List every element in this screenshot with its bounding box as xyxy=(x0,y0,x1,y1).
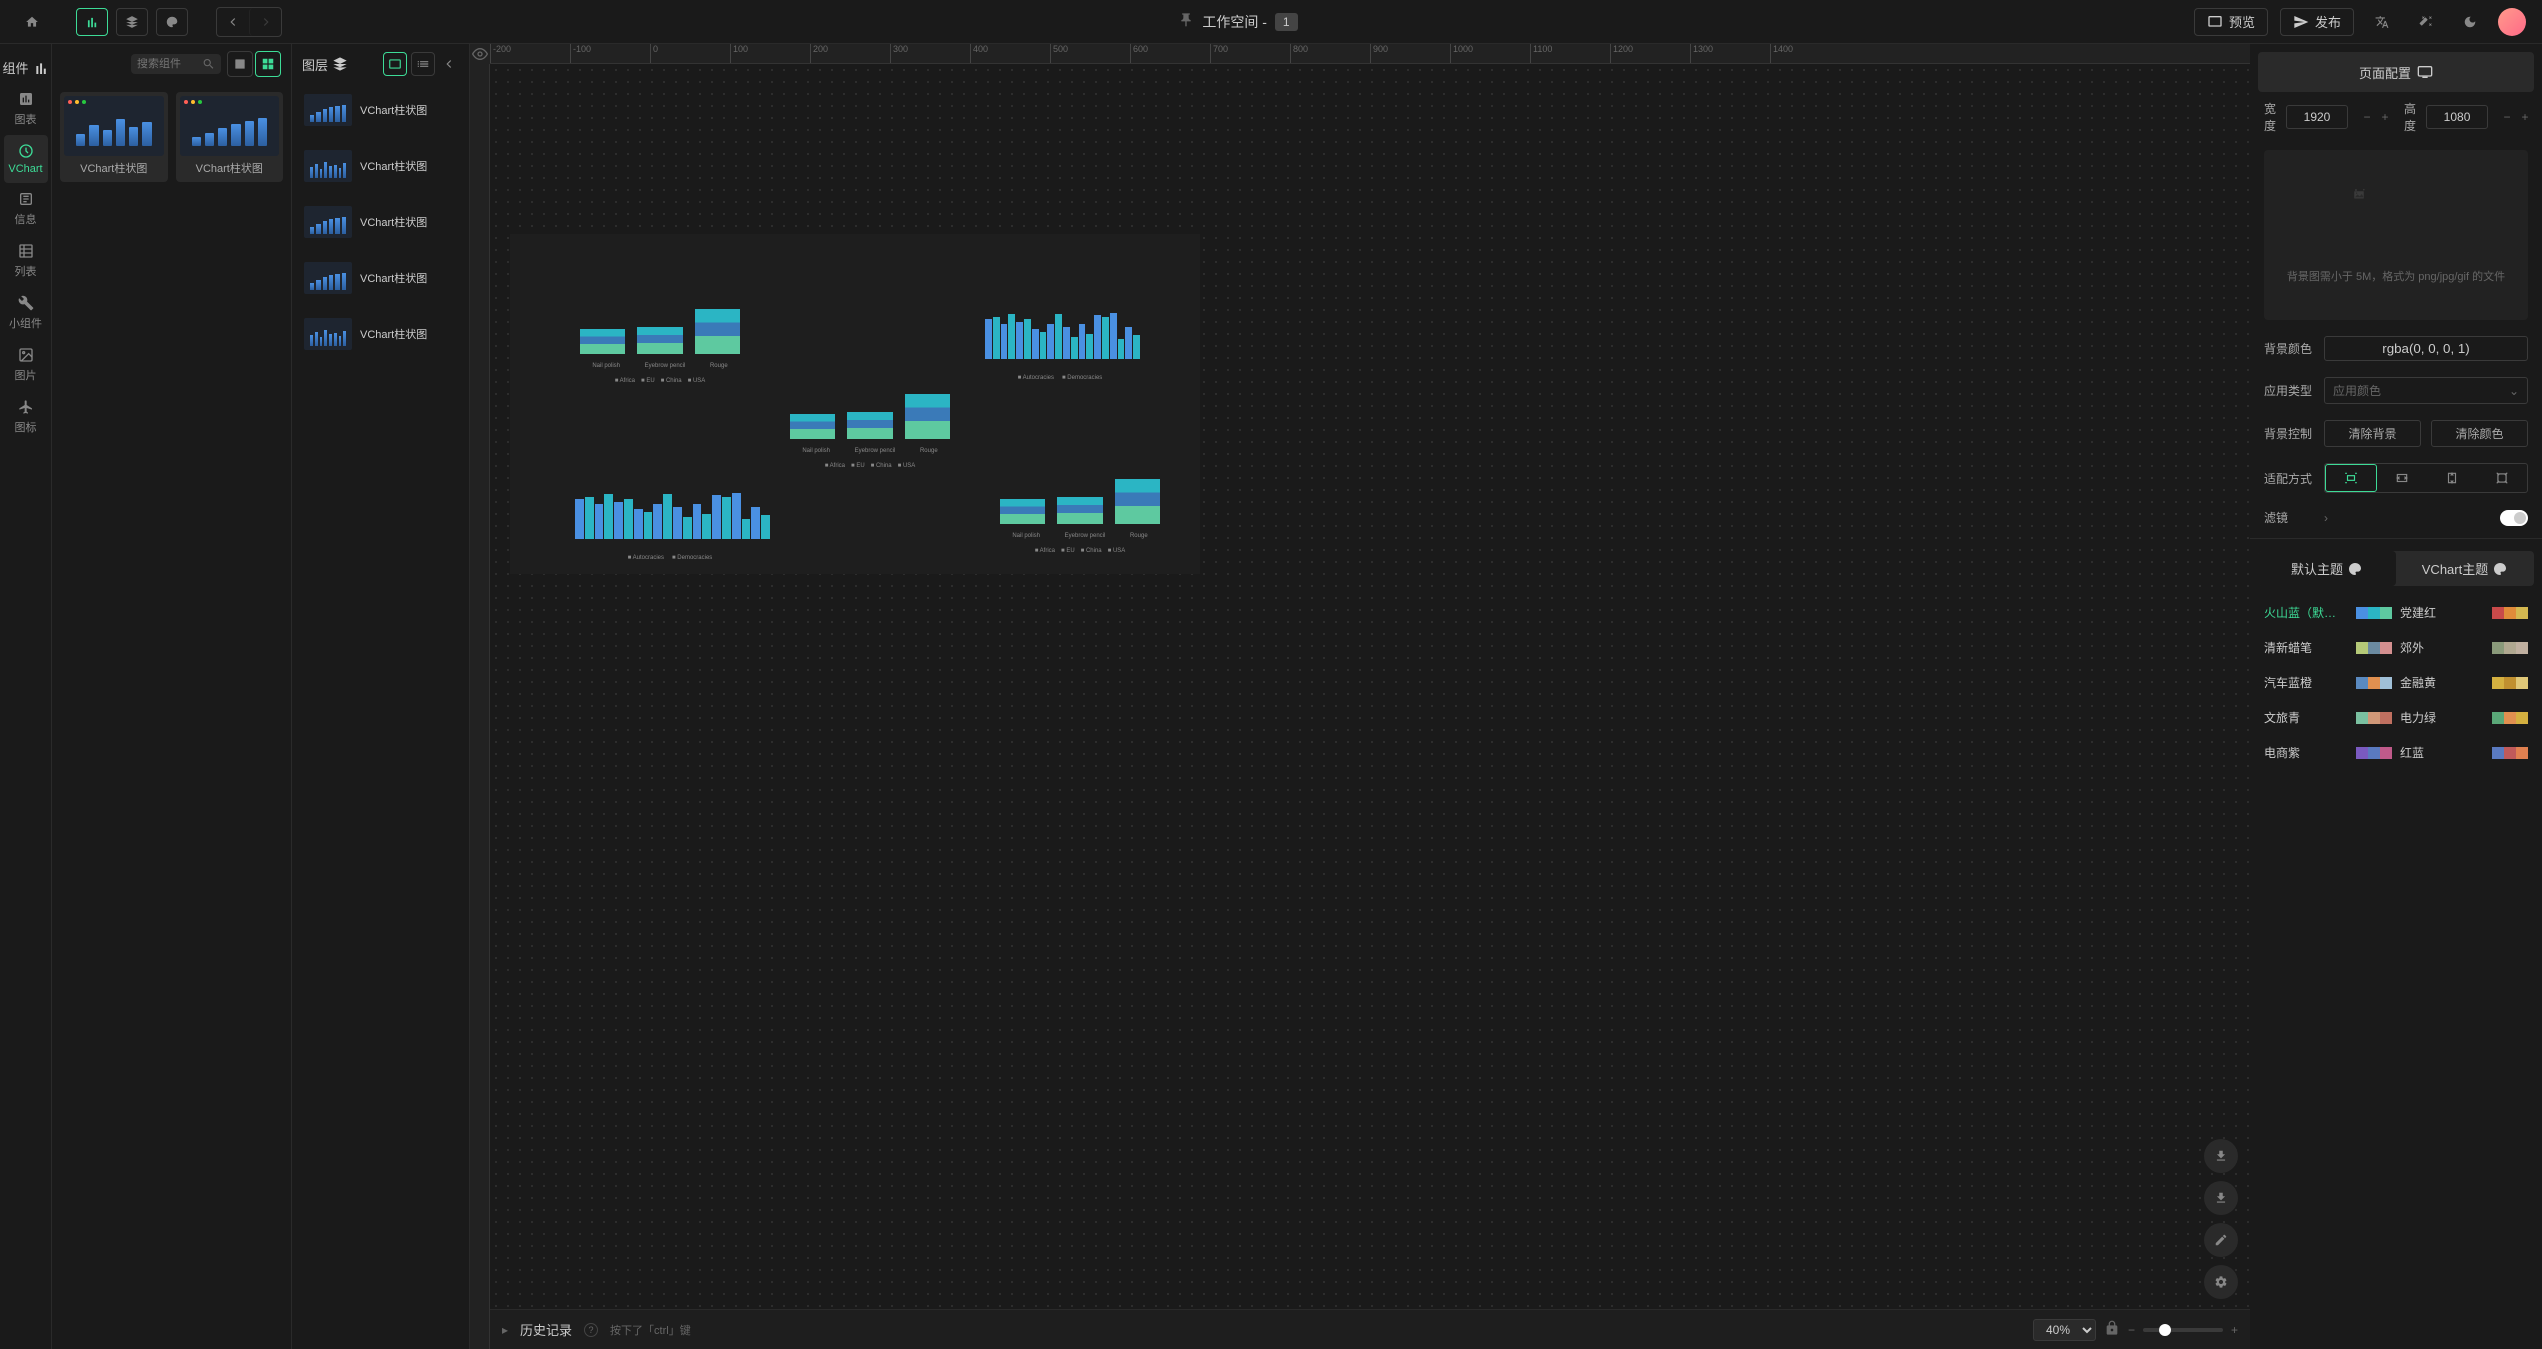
search-input[interactable] xyxy=(131,54,221,74)
preview-button[interactable]: 预览 xyxy=(2194,8,2268,36)
bg-upload-area[interactable]: 背景图需小于 5M，格式为 png/jpg/gif 的文件 xyxy=(2264,150,2528,320)
fit-mode-1-icon[interactable] xyxy=(2325,464,2377,492)
filter-expand-icon[interactable]: › xyxy=(2324,511,2328,525)
layer-item[interactable]: VChart柱状图 xyxy=(300,88,461,132)
filter-label: 滤镜 xyxy=(2264,509,2314,526)
theme-item[interactable]: 红蓝 xyxy=(2400,738,2528,767)
chart-instance[interactable]: ■ Autocracies ■ Democracies xyxy=(560,454,780,564)
ruler-vertical xyxy=(470,64,490,1349)
layer-item[interactable]: VChart柱状图 xyxy=(300,312,461,356)
chart-instance[interactable]: Nail polish Eyebrow pencil Rouge ■ Afric… xyxy=(560,274,760,384)
layers-mode-icon[interactable] xyxy=(116,8,148,36)
settings-icon[interactable] xyxy=(2204,1265,2238,1299)
theme-item[interactable]: 电商紫 xyxy=(2264,738,2392,767)
tab-vchart-theme[interactable]: VChart主题 xyxy=(2396,551,2534,586)
theme-item[interactable]: 汽车蓝橙 xyxy=(2264,668,2392,697)
ruler-corner-icon[interactable] xyxy=(470,44,490,64)
width-dec[interactable]: − xyxy=(2358,110,2376,124)
width-label: 宽度 xyxy=(2264,100,2276,134)
download-icon[interactable] xyxy=(2204,1181,2238,1215)
pin-icon xyxy=(1178,12,1194,31)
canvas-artboard[interactable]: Nail polish Eyebrow pencil Rouge ■ Afric… xyxy=(510,234,1200,574)
bg-color-input[interactable] xyxy=(2324,336,2528,361)
home-icon[interactable] xyxy=(16,8,48,36)
theme-item[interactable]: 金融黄 xyxy=(2400,668,2528,697)
clear-color-button[interactable]: 清除颜色 xyxy=(2431,420,2528,447)
app-type-select[interactable]: 应用颜色 ⌄ xyxy=(2324,377,2528,404)
theme-item[interactable]: 火山蓝（默认... xyxy=(2264,598,2392,627)
export-icon[interactable] xyxy=(2204,1139,2238,1173)
history-label: 历史记录 xyxy=(520,1320,572,1339)
cat-list[interactable]: 列表 xyxy=(4,235,48,287)
tab-default-theme[interactable]: 默认主题 xyxy=(2258,551,2396,586)
workspace-number: 1 xyxy=(1275,13,1298,31)
avatar[interactable] xyxy=(2498,8,2526,36)
cat-chart[interactable]: 图表 xyxy=(4,83,48,135)
page-config-header: 页面配置 xyxy=(2258,52,2534,92)
view-single-icon[interactable] xyxy=(227,51,253,77)
cat-vchart[interactable]: VChart xyxy=(4,135,48,183)
theme-item[interactable]: 郊外 xyxy=(2400,633,2528,662)
height-dec[interactable]: − xyxy=(2498,110,2516,124)
app-type-label: 应用类型 xyxy=(2264,382,2314,399)
collapse-layer-icon[interactable] xyxy=(439,52,459,76)
history-help-icon[interactable]: ? xyxy=(584,1323,598,1337)
width-inc[interactable]: + xyxy=(2376,110,2394,124)
publish-button[interactable]: 发布 xyxy=(2280,8,2354,36)
undo-button[interactable] xyxy=(217,8,249,36)
height-input[interactable] xyxy=(2426,105,2488,129)
translate-icon[interactable] xyxy=(2366,8,2398,36)
height-label: 高度 xyxy=(2404,100,2416,134)
cat-image[interactable]: 图片 xyxy=(4,339,48,391)
chart-instance[interactable]: Nail polish Eyebrow pencil Rouge ■ Afric… xyxy=(770,359,970,469)
chart-instance[interactable]: ■ Autocracies ■ Democracies xyxy=(970,274,1150,384)
lock-icon[interactable] xyxy=(2104,1320,2120,1339)
fit-mode-4-icon[interactable] xyxy=(2477,464,2527,492)
layer-view-thumb-icon[interactable] xyxy=(383,52,407,76)
magic-icon[interactable] xyxy=(2410,8,2442,36)
fit-mode-2-icon[interactable] xyxy=(2377,464,2427,492)
filter-toggle[interactable] xyxy=(2500,510,2528,526)
edit-icon[interactable] xyxy=(2204,1223,2238,1257)
chart-instance[interactable]: Nail polish Eyebrow pencil Rouge ■ Afric… xyxy=(980,444,1180,554)
theme-item[interactable]: 清新蜡笔 xyxy=(2264,633,2392,662)
theme-item[interactable]: 电力绿 xyxy=(2400,703,2528,732)
clear-bg-button[interactable]: 清除背景 xyxy=(2324,420,2421,447)
theme-mode-icon[interactable] xyxy=(156,8,188,36)
component-card[interactable]: VChart柱状图 xyxy=(176,92,284,182)
layer-item[interactable]: VChart柱状图 xyxy=(300,256,461,300)
component-card[interactable]: VChart柱状图 xyxy=(60,92,168,182)
fit-mode-3-icon[interactable] xyxy=(2427,464,2477,492)
chart-mode-icon[interactable] xyxy=(76,8,108,36)
theme-item[interactable]: 党建红 xyxy=(2400,598,2528,627)
view-grid-icon[interactable] xyxy=(255,51,281,77)
ruler-horizontal: -200-10001002003004005006007008009001000… xyxy=(490,44,2250,64)
key-hint: 按下了「ctrl」键 xyxy=(610,1322,691,1338)
workspace-title: 工作空间 - xyxy=(1202,12,1267,32)
bg-ctrl-label: 背景控制 xyxy=(2264,425,2314,442)
components-title: 组件 xyxy=(2,52,48,83)
layer-item[interactable]: VChart柱状图 xyxy=(300,200,461,244)
zoom-select[interactable]: 40% xyxy=(2033,1319,2096,1341)
bg-color-label: 背景颜色 xyxy=(2264,340,2314,357)
zoom-slider[interactable] xyxy=(2143,1328,2223,1332)
cat-info[interactable]: 信息 xyxy=(4,183,48,235)
theme-item[interactable]: 文旅青 xyxy=(2264,703,2392,732)
cat-widget[interactable]: 小组件 xyxy=(4,287,48,339)
redo-button[interactable] xyxy=(249,8,281,36)
height-inc[interactable]: + xyxy=(2516,110,2534,124)
cat-icon[interactable]: 图标 xyxy=(4,391,48,443)
width-input[interactable] xyxy=(2286,105,2348,129)
layer-item[interactable]: VChart柱状图 xyxy=(300,144,461,188)
layers-title: 图层 xyxy=(302,55,348,74)
fit-label: 适配方式 xyxy=(2264,470,2314,487)
layer-view-list-icon[interactable] xyxy=(411,52,435,76)
dark-mode-icon[interactable] xyxy=(2454,8,2486,36)
